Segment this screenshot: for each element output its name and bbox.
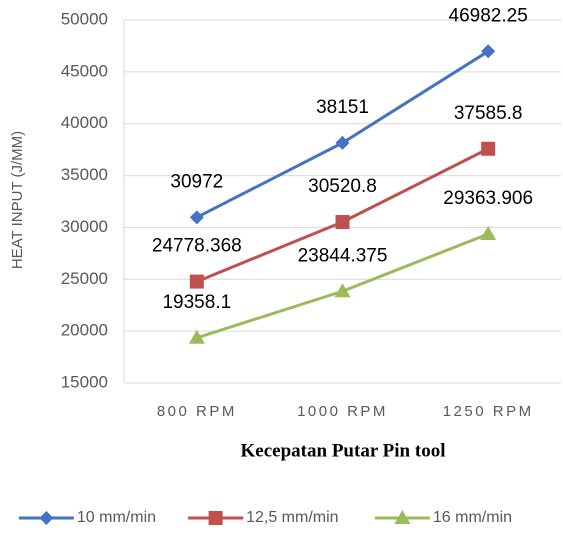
- y-axis-title: HEAT INPUT (J/MM): [9, 131, 26, 269]
- marker: [480, 226, 497, 241]
- x-tick-label: 1250 RPM: [443, 403, 534, 420]
- y-tick-label: 45000: [61, 61, 108, 80]
- marker: [394, 510, 411, 524]
- data-label: 29363.906: [443, 188, 533, 209]
- marker: [334, 283, 351, 298]
- marker: [335, 135, 350, 150]
- marker: [189, 210, 204, 225]
- y-tick-label: 30000: [61, 217, 108, 236]
- y-tick-label: 15000: [61, 372, 108, 391]
- data-label: 46982.25: [449, 5, 528, 26]
- marker: [335, 215, 350, 230]
- marker: [189, 274, 204, 289]
- y-tick-label: 40000: [61, 113, 108, 132]
- data-label: 30520.8: [308, 176, 377, 197]
- marker: [481, 44, 496, 59]
- marker: [481, 141, 496, 156]
- data-label: 24778.368: [152, 236, 242, 257]
- y-tick-label: 20000: [61, 321, 108, 340]
- data-label: 23844.375: [298, 245, 388, 266]
- legend-label: 10 mm/min: [77, 509, 156, 526]
- legend-label: 16 mm/min: [433, 509, 512, 526]
- y-tick-label: 50000: [61, 9, 108, 28]
- data-label: 38151: [316, 97, 369, 118]
- y-tick-label: 25000: [61, 269, 108, 288]
- marker: [188, 329, 205, 344]
- data-label: 37585.8: [454, 103, 523, 124]
- y-tick-label: 35000: [61, 165, 108, 184]
- data-label: 19358.1: [162, 292, 231, 313]
- legend-label: 12,5 mm/min: [246, 509, 338, 526]
- marker: [208, 511, 223, 525]
- x-tick-label: 1000 RPM: [297, 403, 388, 420]
- x-tick-label: 800 RPM: [157, 403, 237, 420]
- x-axis-title: Kecepatan Putar Pin tool: [241, 440, 446, 461]
- data-label: 30972: [170, 171, 223, 192]
- marker: [39, 511, 54, 525]
